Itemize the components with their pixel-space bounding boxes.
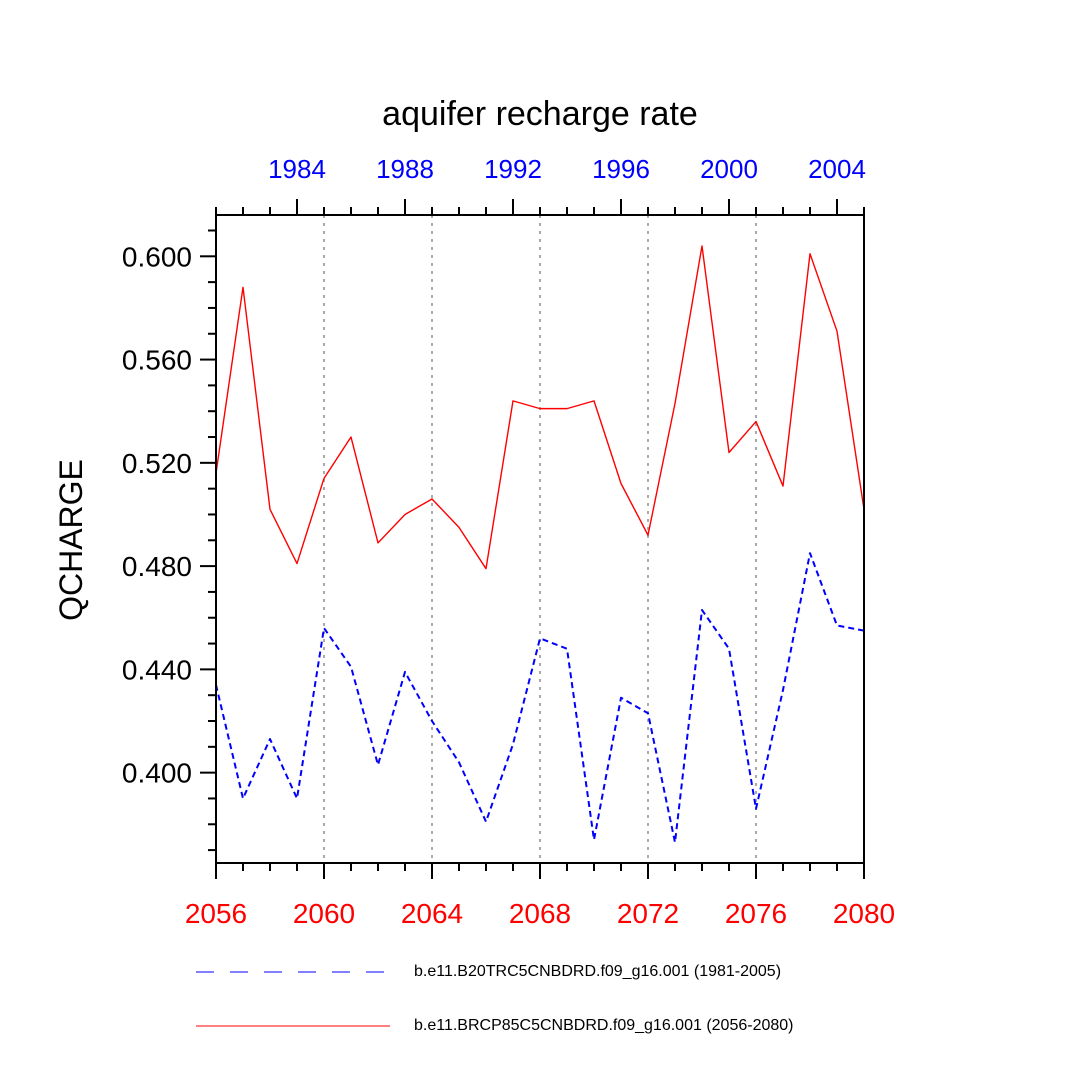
x-tick-label-top: 2000 <box>700 154 758 184</box>
x-tick-label-bottom: 2056 <box>185 898 247 929</box>
x-tick-label-top: 1984 <box>268 154 326 184</box>
tick-labels: 2056 2060 2064 2068 2072 2076 2080 1984 1988 1992… <box>122 154 895 929</box>
chart-title: aquifer recharge rate <box>382 95 698 133</box>
x-tick-label-top: 1992 <box>484 154 542 184</box>
x-tick-label-bottom: 2064 <box>401 898 463 929</box>
series-lines <box>215 245 865 844</box>
series-line-historical <box>215 552 865 844</box>
y-tick-label: 0.520 <box>122 448 192 479</box>
y-tick-label: 0.560 <box>122 345 192 376</box>
legend-label: b.e11.B20TRC5CNBDRD.f09_g16.001 (1981-20… <box>414 963 782 980</box>
y-tick-label: 0.400 <box>122 758 192 789</box>
y-tick-label: 0.480 <box>122 551 192 582</box>
legend-item-historical: b.e11.B20TRC5CNBDRD.f09_g16.001 (1981-20… <box>190 960 1050 984</box>
series-line-future <box>215 245 865 570</box>
x-tick-label-bottom: 2080 <box>833 898 895 929</box>
y-axis-label: QCHARGE <box>53 459 89 621</box>
x-tick-label-top: 1996 <box>592 154 650 184</box>
legend-label: b.e11.BRCP85C5CNBDRD.f09_g16.001 (2056-2… <box>414 1017 794 1034</box>
x-tick-label-bottom: 2072 <box>617 898 679 929</box>
y-tick-label: 0.440 <box>122 654 192 685</box>
legend-item-future: b.e11.BRCP85C5CNBDRD.f09_g16.001 (2056-2… <box>190 1014 1050 1038</box>
x-tick-label-top: 1988 <box>376 154 434 184</box>
ticks <box>200 199 865 879</box>
legend-swatch-dashed <box>196 971 390 973</box>
legend-swatch-solid <box>196 1025 390 1027</box>
x-tick-label-top: 2004 <box>808 154 866 184</box>
y-tick-label: 0.600 <box>122 241 192 272</box>
x-tick-label-bottom: 2060 <box>293 898 355 929</box>
x-tick-label-bottom: 2068 <box>509 898 571 929</box>
x-tick-label-bottom: 2076 <box>725 898 787 929</box>
